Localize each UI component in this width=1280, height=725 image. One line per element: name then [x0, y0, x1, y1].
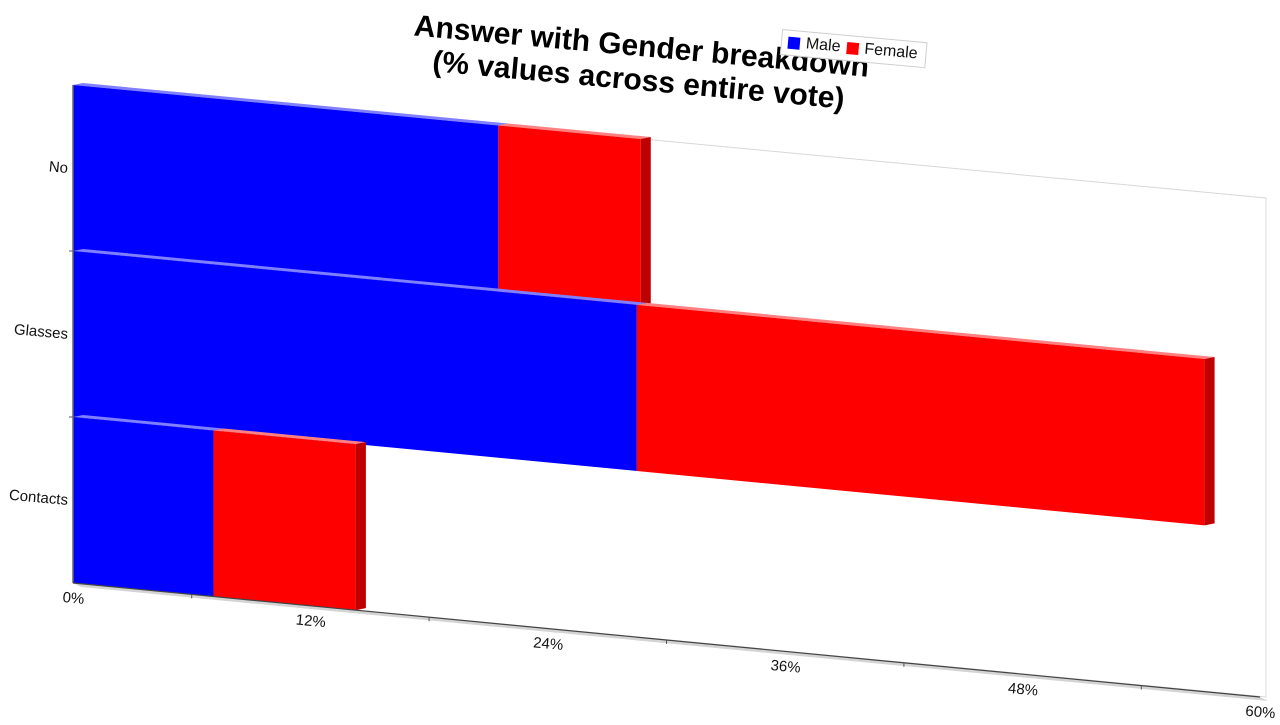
- x-tick-label: 12%: [295, 611, 326, 631]
- bar-contacts-female[interactable]: [213, 428, 366, 611]
- legend-entry-male[interactable]: Male: [787, 34, 841, 57]
- bar-no-male[interactable]: [73, 83, 509, 292]
- category-label-no: No: [48, 158, 69, 177]
- bar-contacts-male[interactable]: [73, 415, 224, 597]
- legend-label-female: Female: [863, 40, 919, 63]
- bar-glasses-female[interactable]: [636, 302, 1215, 526]
- x-tick-label: 36%: [770, 657, 801, 677]
- bar-glasses-male[interactable]: [73, 249, 647, 471]
- bar-group-contacts: [73, 415, 366, 611]
- x-axis-floor: [73, 583, 1268, 701]
- x-tick-label: 60%: [1245, 703, 1276, 720]
- legend-entry-female[interactable]: Female: [845, 39, 919, 63]
- bar-no-female[interactable]: [498, 123, 651, 306]
- bar-group-glasses: [73, 249, 1215, 526]
- bar-group-no: [73, 83, 651, 306]
- category-label-glasses: Glasses: [13, 321, 69, 343]
- category-label-contacts: Contacts: [8, 487, 69, 509]
- x-tick-label: 24%: [532, 634, 563, 654]
- legend-swatch-male: [787, 36, 801, 50]
- x-tick-label: 0%: [62, 589, 85, 608]
- legend-label-male: Male: [805, 35, 842, 56]
- legend-swatch-female: [845, 41, 859, 56]
- x-tick-label: 48%: [1007, 680, 1038, 700]
